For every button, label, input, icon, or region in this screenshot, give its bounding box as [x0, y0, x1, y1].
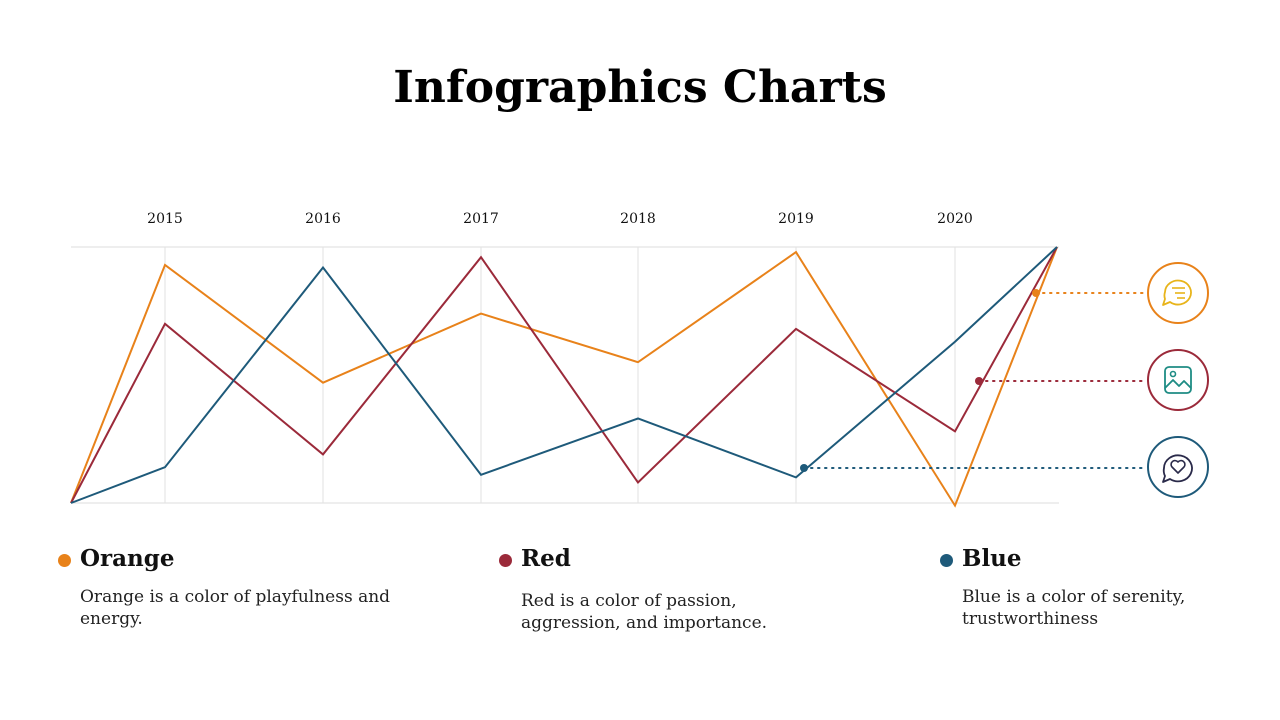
legend-icons — [1147, 262, 1209, 498]
x-tick-2019: 2019 — [778, 211, 814, 227]
legend-orange: Orange Orange is a color of playfulness … — [58, 545, 420, 630]
legend-dot-red — [499, 554, 512, 567]
series-line-orange — [70, 246, 1058, 508]
leader-dot-blue — [800, 464, 808, 472]
x-tick-2020: 2020 — [937, 211, 973, 227]
leader-dot-orange — [1032, 289, 1040, 297]
heart-chat-icon — [1147, 436, 1209, 498]
x-tick-2016: 2016 — [305, 211, 341, 227]
legend-blue: Blue Blue is a color of serenity, trustw… — [940, 545, 1222, 630]
x-tick-2018: 2018 — [620, 211, 656, 227]
legend-leader-lines — [800, 289, 1148, 472]
legend-red: Red Red is a color of passion, aggressio… — [499, 545, 811, 634]
legend-name: Blue — [962, 545, 1022, 572]
image-icon — [1147, 349, 1209, 411]
chat-bubble-icon — [1147, 262, 1209, 324]
series-line-blue — [70, 246, 1058, 504]
legend-description: Orange is a color of playfulness and ene… — [80, 587, 391, 629]
legend-dot-blue — [940, 554, 953, 567]
chart-grid — [71, 246, 1059, 504]
legend-name: Orange — [80, 545, 175, 572]
legend-description: Blue is a color of serenity, trustworthi… — [962, 587, 1186, 629]
x-tick-2015: 2015 — [147, 211, 183, 227]
series-line-red — [70, 246, 1058, 504]
legend-name: Red — [521, 545, 571, 572]
chart-series — [70, 246, 1058, 508]
page-title: Infographics Charts — [393, 62, 887, 113]
legend-description: Red is a color of passion, aggression, a… — [521, 591, 768, 633]
legend-dot-orange — [58, 554, 71, 567]
x-tick-labels: 2015 2016 2017 2018 2019 2020 — [147, 211, 973, 227]
leader-dot-red — [975, 377, 983, 385]
x-tick-2017: 2017 — [463, 211, 499, 227]
